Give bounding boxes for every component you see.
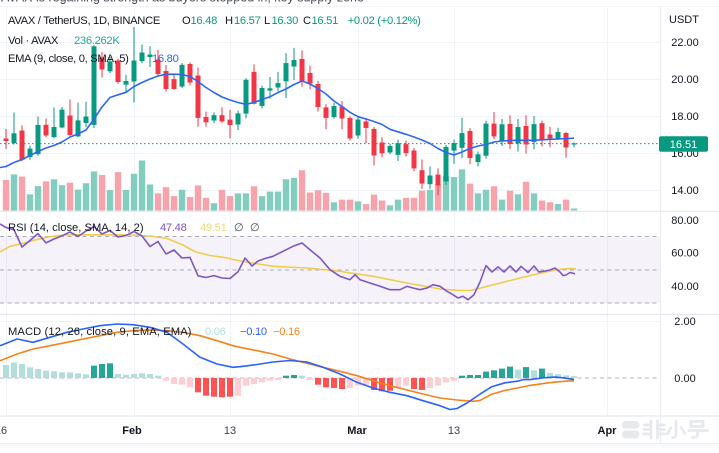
- svg-text:AVAX is regaining strength as: AVAX is regaining strength as buyers ste…: [1, 0, 364, 5]
- svg-text:−0.10: −0.10: [240, 326, 267, 338]
- svg-text:13: 13: [224, 425, 236, 437]
- svg-text:Feb: Feb: [122, 425, 142, 437]
- svg-text:MACD (12, 26, close, 9, EMA, E: MACD (12, 26, close, 9, EMA, EMA): [8, 326, 192, 338]
- svg-text:16.51: 16.51: [670, 139, 698, 151]
- svg-text:49.51: 49.51: [200, 222, 227, 234]
- svg-text:Mar: Mar: [347, 425, 367, 437]
- svg-text:Apr: Apr: [598, 425, 618, 437]
- svg-text:22.00: 22.00: [671, 37, 699, 49]
- svg-text:20.00: 20.00: [671, 74, 699, 86]
- svg-text:Vol · AVAX: Vol · AVAX: [8, 35, 59, 47]
- svg-text:O: O: [182, 15, 191, 27]
- svg-text:H: H: [225, 15, 233, 27]
- svg-text:L: L: [264, 15, 270, 27]
- svg-text:RSI (14, close, SMA, 14, 2): RSI (14, close, SMA, 14, 2): [8, 222, 144, 234]
- svg-text:13: 13: [448, 425, 460, 437]
- svg-text:0.00: 0.00: [674, 373, 695, 385]
- svg-text:16.80: 16.80: [152, 53, 179, 65]
- svg-text:∅: ∅: [234, 222, 243, 234]
- svg-text:40.00: 40.00: [671, 281, 699, 293]
- svg-text:USDT: USDT: [669, 14, 699, 26]
- svg-text:16: 16: [0, 425, 7, 437]
- svg-text:47.48: 47.48: [160, 222, 187, 234]
- svg-text:+0.02 (+0.12%): +0.02 (+0.12%): [348, 15, 421, 27]
- svg-text:∅: ∅: [250, 222, 259, 234]
- svg-text:0.06: 0.06: [205, 326, 226, 338]
- svg-text:16.51: 16.51: [312, 15, 339, 27]
- svg-text:16.30: 16.30: [272, 15, 299, 27]
- svg-text:60.00: 60.00: [671, 248, 699, 260]
- svg-text:16.48: 16.48: [191, 15, 218, 27]
- svg-text:16.57: 16.57: [234, 15, 261, 27]
- svg-text:−0.16: −0.16: [273, 326, 300, 338]
- svg-text:236.262K: 236.262K: [74, 35, 120, 47]
- svg-text:2.00: 2.00: [674, 316, 695, 328]
- svg-text:18.00: 18.00: [671, 111, 699, 123]
- svg-text:14.00: 14.00: [671, 185, 699, 197]
- svg-text:AVAX / TetherUS, 1D, BINANCE: AVAX / TetherUS, 1D, BINANCE: [8, 15, 160, 27]
- svg-text:80.00: 80.00: [671, 215, 699, 227]
- svg-text:EMA (9, close, 0, SMA, 5): EMA (9, close, 0, SMA, 5): [8, 53, 129, 65]
- svg-text:C: C: [303, 15, 311, 27]
